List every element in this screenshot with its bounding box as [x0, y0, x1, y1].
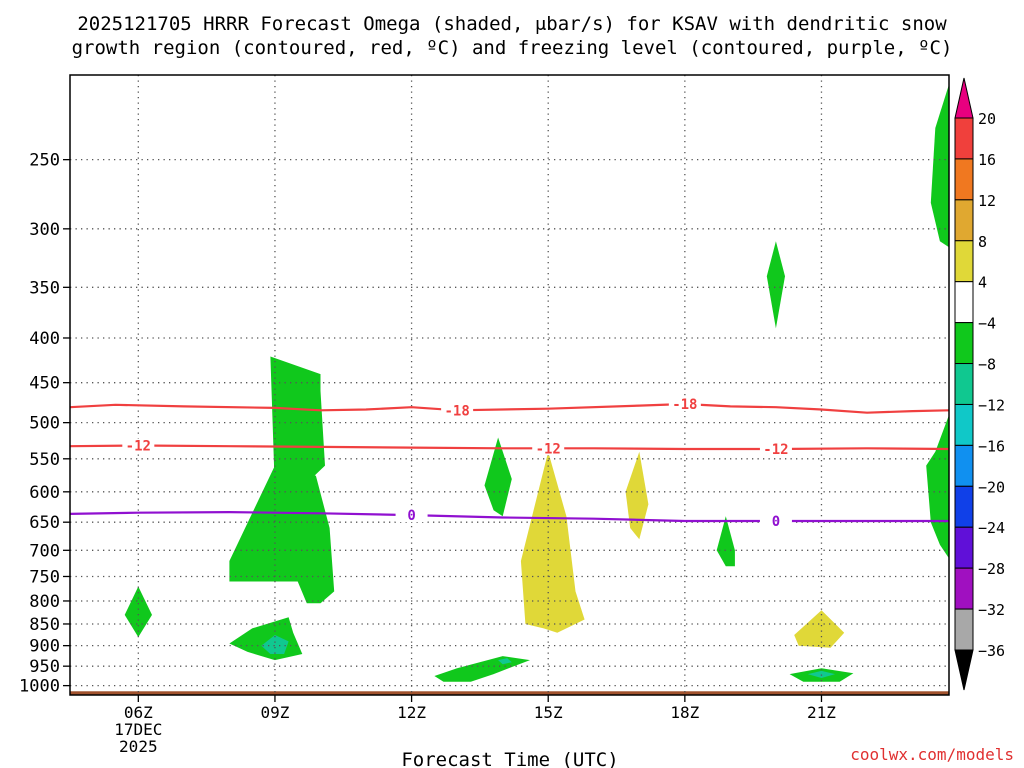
y-tick-label-700: 700 — [29, 541, 60, 561]
omega-region-16 — [807, 670, 836, 678]
omega-region-11 — [766, 241, 785, 329]
grid-lines — [70, 75, 949, 695]
colorbar-label-4: 4 — [978, 274, 987, 292]
isotherm--12-label-bg-0 — [122, 438, 155, 453]
isotherm--18-label-1: -18 — [672, 397, 697, 413]
temperature-contours: -18 -18 -12 -12 -12 0 0 — [69, 396, 950, 530]
omega-region-4 — [261, 635, 289, 654]
isotherm--18-label-bg-1 — [668, 396, 701, 411]
plot-frame — [69, 74, 950, 696]
isotherm-0-label-bg-0 — [395, 508, 428, 523]
colorbar-label-6: −8 — [978, 356, 996, 374]
isotherm--12-label-0: -12 — [126, 438, 151, 454]
colorbar-label-2: 12 — [978, 192, 996, 210]
y-tick-label-750: 750 — [29, 567, 60, 587]
plot-area — [70, 75, 949, 695]
colorbar-label-11: −28 — [978, 560, 1005, 578]
colorbar-label-5: −4 — [978, 315, 996, 333]
colorbar-bin-4 — [954, 240, 974, 283]
omega-region-13 — [926, 415, 949, 559]
colorbar-label-0: 20 — [978, 110, 996, 128]
isotherm--12-label-1: -12 — [536, 441, 561, 457]
colorbar-bin-10 — [954, 485, 974, 528]
isotherm--18-label-0: -18 — [444, 403, 469, 419]
colorbar-label-3: 8 — [978, 233, 987, 251]
y-tick-label-250: 250 — [29, 151, 60, 171]
x-tick-sublabel-06Z-0: 17DEC — [114, 720, 162, 739]
y-tick-label-950: 950 — [29, 657, 60, 677]
colorbar-label-10: −24 — [978, 519, 1005, 537]
omega-region-0 — [229, 465, 335, 604]
isotherm--12-label-bg-1 — [532, 441, 565, 456]
isotherm-0-label-bg-1 — [759, 514, 792, 529]
colorbar-bin-1 — [954, 117, 974, 160]
colorbar-label-12: −32 — [978, 601, 1005, 619]
isotherm-0-label-0: 0 — [407, 508, 415, 524]
omega-region-9 — [625, 451, 649, 540]
isotherm--18-line — [69, 402, 950, 414]
x-axis-label: Forecast Time (UTC) — [401, 749, 618, 768]
axes: 2503003504004505005506006507007508008509… — [19, 74, 950, 756]
x-tick-label-09Z: 09Z — [260, 703, 289, 722]
y-tick-label-550: 550 — [29, 450, 60, 470]
colorbar-bottom-arrow — [954, 649, 974, 691]
x-tick-label-15Z: 15Z — [534, 703, 563, 722]
y-tick-label-900: 900 — [29, 637, 60, 657]
y-tick-label-500: 500 — [29, 414, 60, 434]
x-tick-label-06Z: 06Z — [124, 703, 153, 722]
y-tick-label-1000: 1000 — [19, 677, 60, 697]
colorbar-bin-8 — [954, 403, 974, 446]
y-tick-label-850: 850 — [29, 615, 60, 635]
omega-region-5 — [484, 437, 512, 517]
colorbar-label-8: −16 — [978, 437, 1005, 455]
y-tick-label-600: 600 — [29, 483, 60, 503]
colorbar-bin-3 — [954, 199, 974, 242]
colorbar-bin-11 — [954, 526, 974, 569]
y-tick-label-800: 800 — [29, 592, 60, 612]
colorbar-label-7: −12 — [978, 396, 1005, 414]
y-tick-label-300: 300 — [29, 220, 60, 240]
chart-title-line-2: growth region (contoured, red, ºC) and f… — [72, 37, 953, 59]
colorbar-bin-12 — [954, 567, 974, 610]
colorbar-label-1: 16 — [978, 151, 996, 169]
plot-background — [70, 75, 949, 695]
colorbar-label-9: −20 — [978, 478, 1005, 496]
isotherm--12-label-2: -12 — [763, 442, 788, 458]
isotherm--12-label-bg-2 — [759, 442, 792, 457]
colorbar-bin-13 — [954, 608, 974, 651]
x-tick-label-18Z: 18Z — [670, 703, 699, 722]
isotherm-0-line — [69, 510, 949, 523]
colorbar-bin-2 — [954, 158, 974, 201]
colorbar-bin-9 — [954, 444, 974, 487]
y-tick-label-400: 400 — [29, 329, 60, 349]
omega-region-10 — [716, 516, 735, 567]
x-tick-label-21Z: 21Z — [807, 703, 836, 722]
omega-region-8 — [520, 451, 585, 633]
isotherm--12-line — [69, 444, 950, 451]
isotherm-0-label-1: 0 — [772, 514, 780, 530]
y-tick-label-650: 650 — [29, 513, 60, 533]
omega-region-14 — [794, 610, 845, 648]
colorbar: 20 16 12 8 4 −4 −8 −12 −16 −20 −24 −28 −32 −36 — [954, 77, 1005, 691]
y-tick-label-350: 350 — [29, 278, 60, 298]
colorbar-bin-7 — [954, 363, 974, 405]
credit-text: coolwx.com/models — [850, 745, 1014, 764]
isotherm--18-label-bg-0 — [441, 403, 474, 418]
colorbar-label-13: −36 — [978, 642, 1005, 660]
colorbar-bin-5 — [954, 281, 974, 324]
y-tick-label-450: 450 — [29, 374, 60, 394]
x-tick-label-12Z: 12Z — [397, 703, 426, 722]
omega-region-7 — [498, 658, 512, 665]
colorbar-top-arrow — [954, 77, 974, 119]
chart-title-line-1: 2025121705 HRRR Forecast Omega (shaded, … — [77, 13, 947, 35]
x-tick-sublabel-06Z-1: 2025 — [119, 737, 158, 756]
colorbar-bin-6 — [954, 322, 974, 365]
omega-region-1 — [270, 356, 325, 492]
terrain-band — [70, 691, 949, 695]
omega-region-12 — [930, 84, 949, 248]
